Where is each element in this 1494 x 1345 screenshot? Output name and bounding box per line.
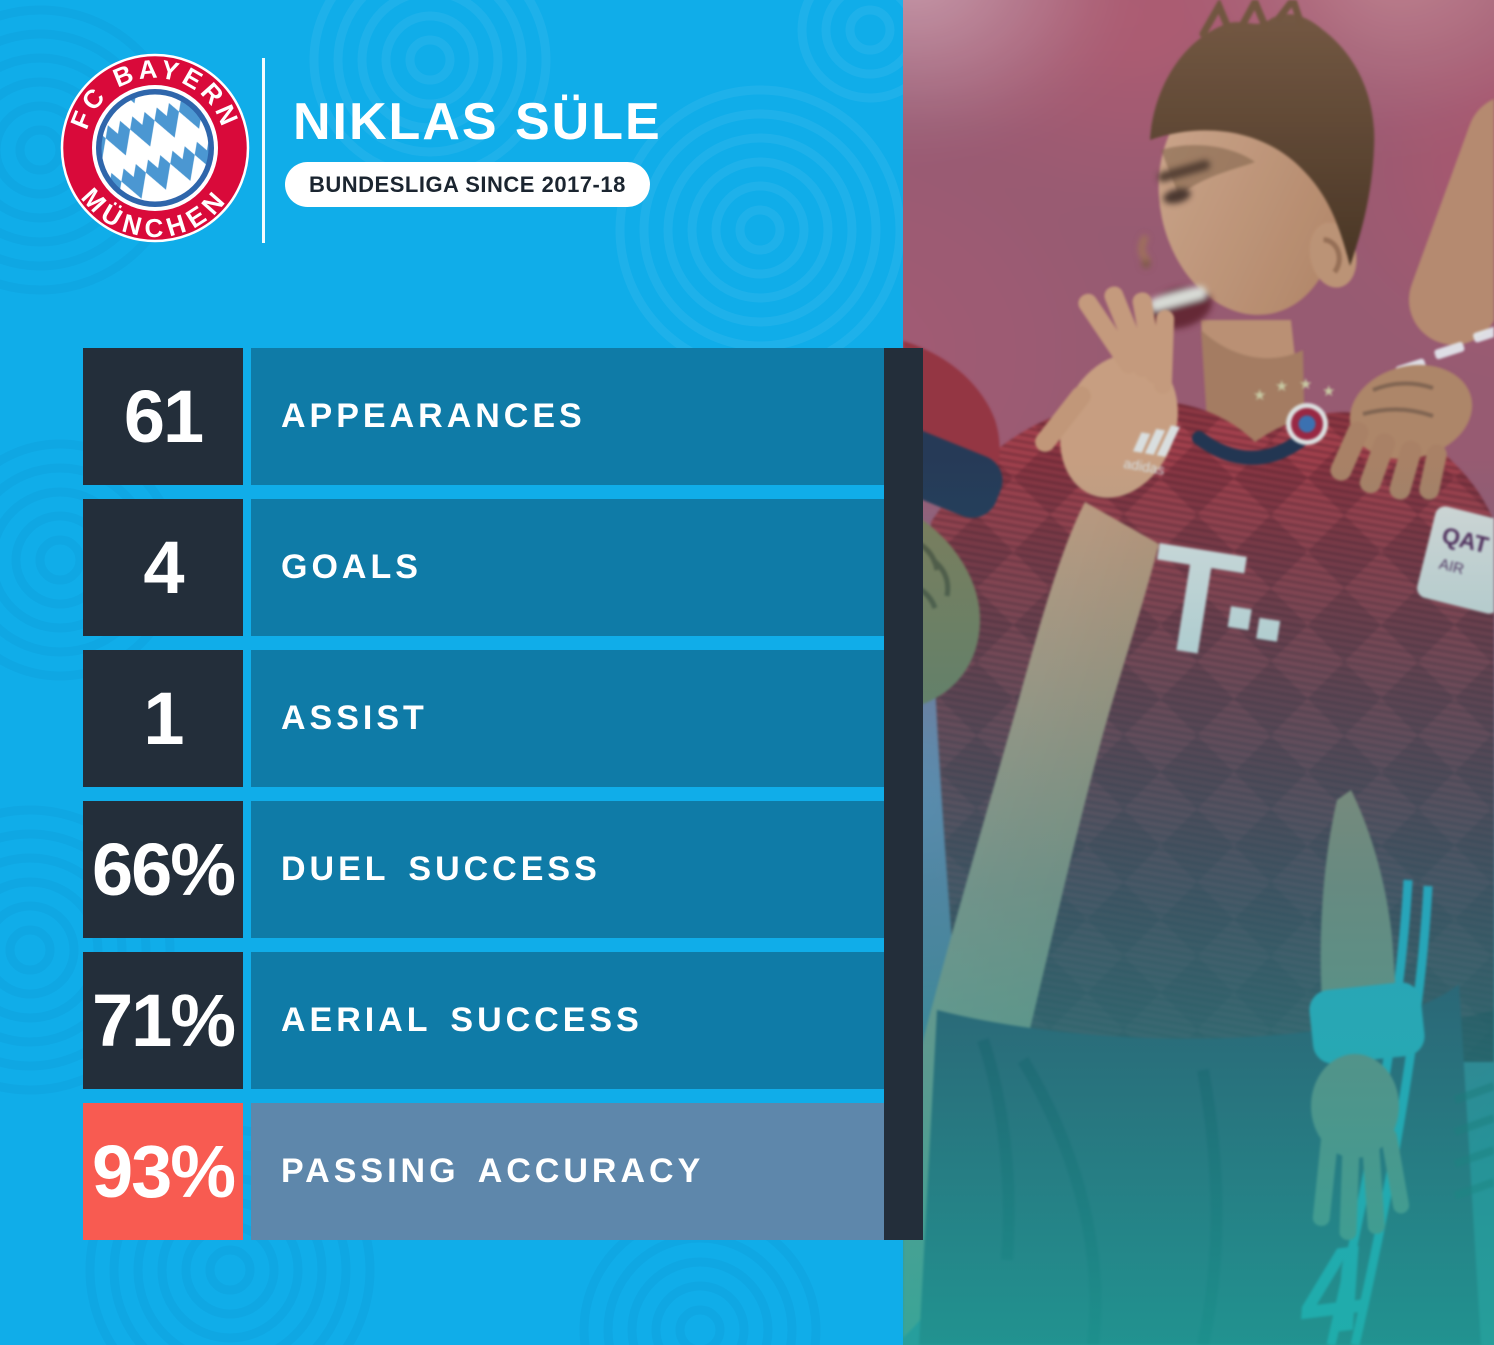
stat-bar: ASSIST <box>251 650 884 787</box>
stat-label: DUEL SUCCESS <box>281 850 601 888</box>
stat-row-appearances: 61 APPEARANCES <box>83 348 884 485</box>
stat-label: ASSIST <box>281 699 428 737</box>
stats-edge-strip <box>884 348 923 1240</box>
photo-teal-gradient <box>903 0 1494 1345</box>
stat-bar: DUEL SUCCESS <box>251 801 884 938</box>
stat-bar: AERIAL SUCCESS <box>251 952 884 1089</box>
stat-value: 1 <box>83 650 243 787</box>
stat-row-assist: 1 ASSIST <box>83 650 884 787</box>
stat-label: PASSING ACCURACY <box>281 1152 705 1190</box>
stat-value: 4 <box>83 499 243 636</box>
stat-value: 61 <box>83 348 243 485</box>
club-crest-icon: FC BAYERN MÜNCHEN <box>60 53 250 243</box>
stat-row-goals: 4 GOALS <box>83 499 884 636</box>
player-photo: adidas ★★★★ T QAT <box>903 0 1494 1345</box>
stat-row-duel-success: 66% DUEL SUCCESS <box>83 801 884 938</box>
stat-row-aerial-success: 71% AERIAL SUCCESS <box>83 952 884 1089</box>
stats-table: 61 APPEARANCES 4 GOALS 1 ASSIST 66% DUEL… <box>83 348 884 1240</box>
stat-bar: APPEARANCES <box>251 348 884 485</box>
stat-label: APPEARANCES <box>281 397 586 435</box>
season-badge: BUNDESLIGA SINCE 2017-18 <box>285 162 650 207</box>
stat-value: 66% <box>83 801 243 938</box>
stat-label: AERIAL SUCCESS <box>281 1001 643 1039</box>
stat-label: GOALS <box>281 548 422 586</box>
stat-row-passing-accuracy: 93% PASSING ACCURACY <box>83 1103 884 1240</box>
header-divider <box>262 58 265 243</box>
stat-value: 71% <box>83 952 243 1089</box>
page-title: NIKLAS SÜLE <box>293 93 662 151</box>
stat-bar: PASSING ACCURACY <box>251 1103 884 1240</box>
stat-bar: GOALS <box>251 499 884 636</box>
stat-value: 93% <box>83 1103 243 1240</box>
